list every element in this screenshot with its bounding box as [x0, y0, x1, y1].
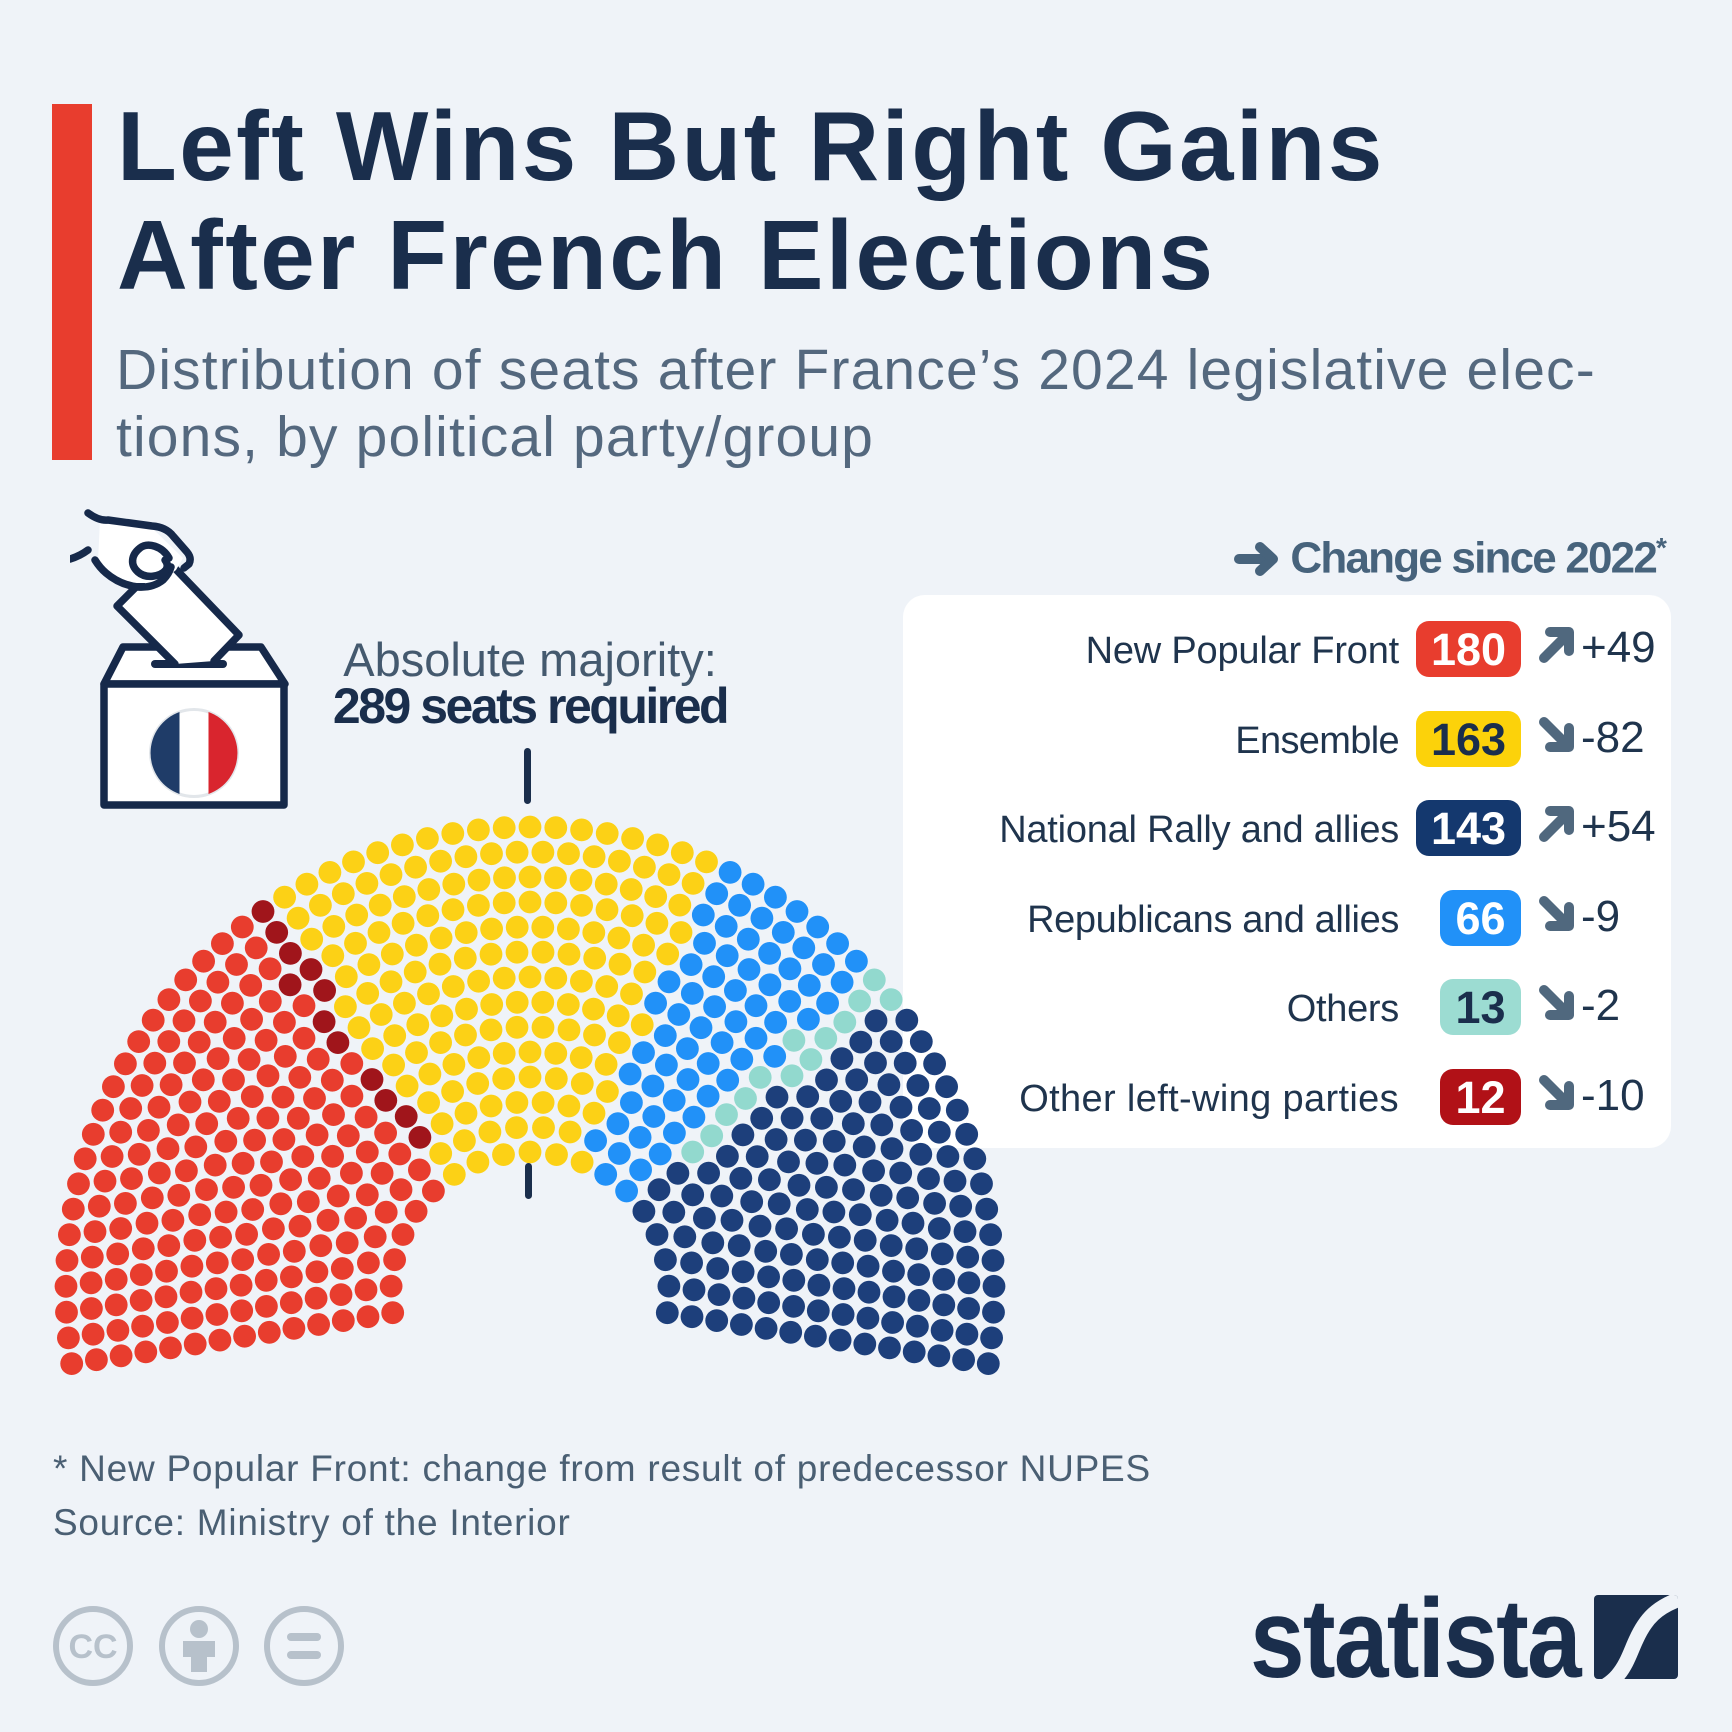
svg-text:CC: CC — [68, 1628, 117, 1666]
